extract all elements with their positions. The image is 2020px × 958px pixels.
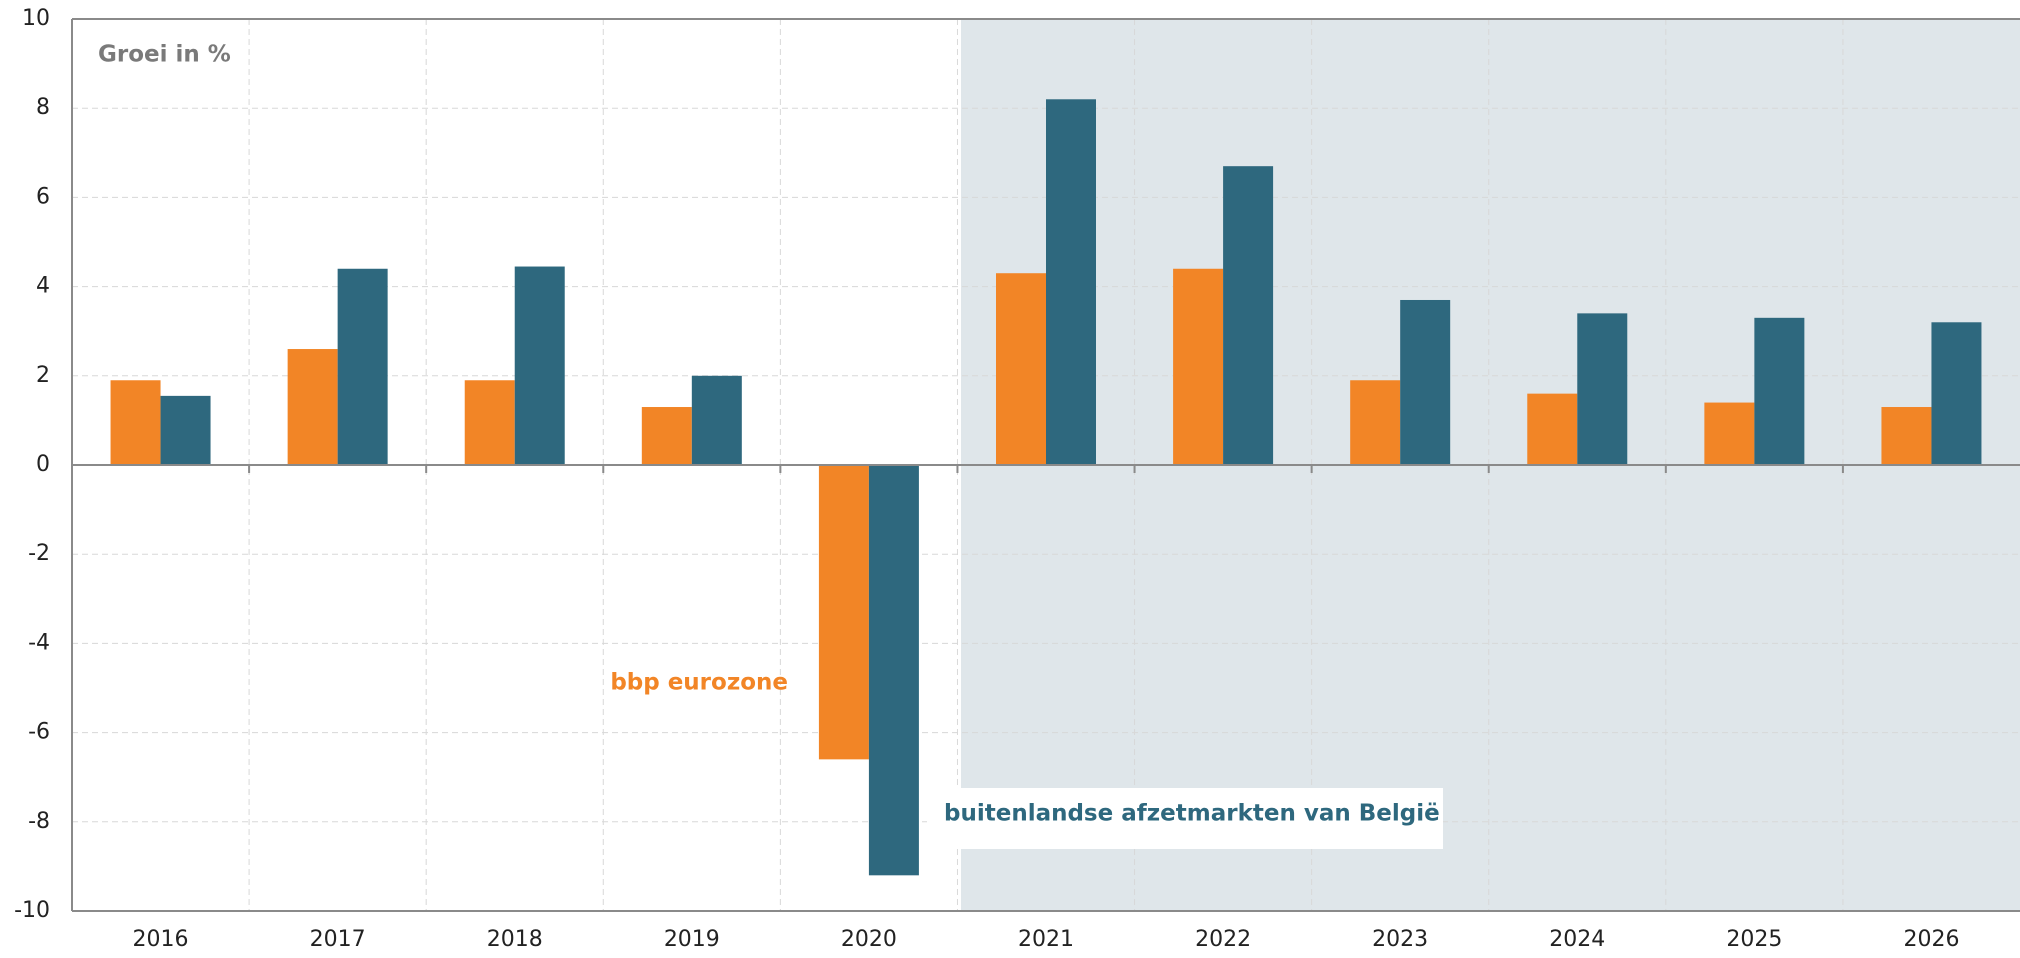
y-tick-label: 6 — [36, 184, 50, 209]
bar — [996, 273, 1046, 465]
y-tick-label: -8 — [28, 809, 50, 834]
y-tick-label: -6 — [28, 720, 50, 745]
x-tick-label: 2026 — [1903, 927, 1959, 952]
axis-annotation: Groei in % — [98, 42, 231, 68]
bar — [1173, 268, 1224, 465]
y-tick-label: 8 — [36, 95, 50, 120]
legend-label: bbp eurozone — [610, 670, 788, 696]
bar — [1400, 299, 1451, 465]
x-tick-label: 2017 — [310, 927, 366, 952]
x-tick-label: 2024 — [1549, 927, 1605, 952]
axes: -10 -8 -6 -4 -2 0 2 4 6 8 10 2016 2017 2018 2019 2020 20… — [14, 6, 2020, 952]
y-tick-label: 0 — [36, 452, 50, 477]
y-tick-label: 2 — [36, 363, 50, 388]
y-tick-label: 4 — [36, 274, 50, 299]
bar — [691, 375, 742, 465]
bar — [464, 380, 515, 465]
x-tick-label: 2016 — [133, 927, 189, 952]
bar — [160, 395, 211, 465]
x-tick-label: 2019 — [664, 927, 720, 952]
bar — [868, 465, 919, 876]
x-tick-label: 2025 — [1726, 927, 1782, 952]
bar — [514, 266, 565, 465]
legend-box — [927, 788, 1443, 849]
bar — [818, 465, 869, 760]
y-tick-label: 10 — [22, 6, 50, 31]
x-tick-label: 2023 — [1372, 927, 1428, 952]
bar — [1881, 407, 1932, 465]
bar — [110, 380, 161, 465]
y-tick-label: -10 — [14, 898, 50, 923]
bar — [1046, 99, 1096, 465]
x-tick-label: 2021 — [1018, 927, 1074, 952]
bars — [110, 99, 1982, 876]
y-tick-label: -2 — [28, 541, 50, 566]
bar — [1527, 393, 1578, 465]
bar — [287, 349, 338, 465]
y-tick-label: -4 — [28, 630, 50, 655]
x-tick-label: 2022 — [1195, 927, 1251, 952]
x-tick-label: 2018 — [487, 927, 543, 952]
legend-label: buitenlandse afzetmarkten van België — [944, 801, 1440, 827]
bar — [1754, 317, 1805, 465]
bar — [1931, 322, 1982, 465]
bar — [641, 407, 692, 465]
bar — [1704, 402, 1755, 465]
x-tick-label: 2020 — [841, 927, 897, 952]
bar — [1577, 313, 1628, 465]
bar — [1350, 380, 1401, 465]
bar — [1223, 166, 1274, 465]
bar — [337, 268, 388, 465]
